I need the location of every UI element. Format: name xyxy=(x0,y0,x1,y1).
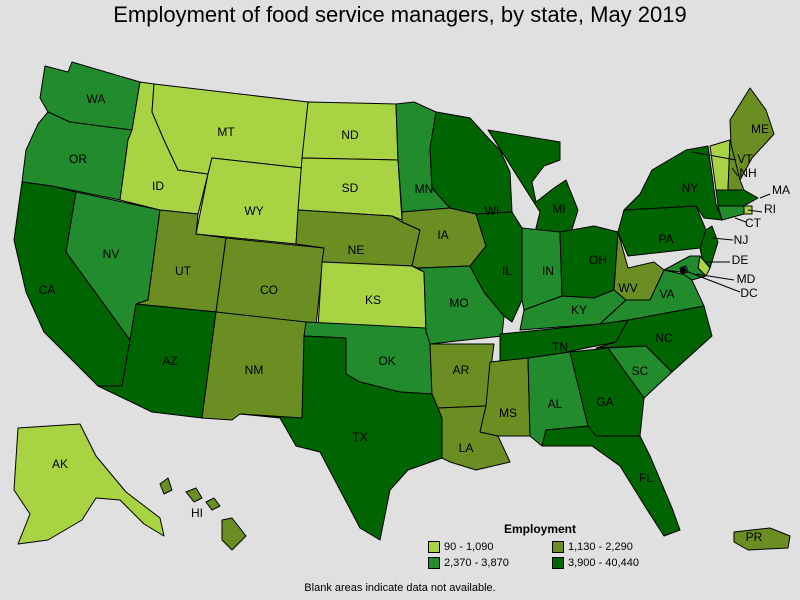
legend-item-4: 3,900 - 40,440 xyxy=(552,556,639,570)
state-label-ri: RI xyxy=(764,202,776,216)
state-label-ma: MA xyxy=(772,183,790,197)
legend-title: Employment xyxy=(504,522,577,536)
legend-swatch-3 xyxy=(428,557,440,570)
legend-label-2: 1,130 - 2,290 xyxy=(568,541,633,553)
state-nc xyxy=(595,305,713,373)
leader-line xyxy=(747,209,763,213)
state-label-pr: PR xyxy=(746,530,763,544)
legend-item-3: 2,370 - 3,870 xyxy=(428,556,509,570)
state-label-md: MD xyxy=(737,272,756,286)
leader-line xyxy=(759,193,771,199)
state-ny xyxy=(623,145,723,221)
state-label-mi: MI xyxy=(552,202,565,216)
state-label-wa: WA xyxy=(87,92,106,106)
legend-label-4: 3,900 - 40,440 xyxy=(568,557,639,569)
state-label-ks: KS xyxy=(365,293,381,307)
legend-item-2: 1,130 - 2,290 xyxy=(552,540,633,554)
state-label-sc: SC xyxy=(632,364,649,378)
state-tx xyxy=(239,335,443,541)
state-label-vt: VT xyxy=(737,152,753,166)
state-label-hi: HI xyxy=(191,506,203,520)
legend-label-1: 90 - 1,090 xyxy=(444,541,494,553)
state-label-tx: TX xyxy=(352,430,367,444)
state-label-sd: SD xyxy=(342,181,359,195)
state-label-ms: MS xyxy=(499,406,517,420)
state-label-ut: UT xyxy=(175,264,192,278)
state-label-ca: CA xyxy=(39,283,56,297)
state-hi xyxy=(159,477,247,551)
state-wy xyxy=(195,157,303,245)
map-title: Employment of food service managers, by … xyxy=(113,2,687,27)
state-label-nh: NH xyxy=(739,166,756,180)
state-label-az: AZ xyxy=(162,354,177,368)
state-label-mo: MO xyxy=(449,296,468,310)
state-label-il: IL xyxy=(502,264,512,278)
leader-line xyxy=(731,167,739,177)
leader-line xyxy=(734,217,747,223)
state-sd xyxy=(297,157,403,221)
state-label-oh: OH xyxy=(589,253,607,267)
state-label-nc: NC xyxy=(655,331,673,345)
state-label-nd: ND xyxy=(341,128,359,142)
state-label-id: ID xyxy=(152,179,164,193)
state-il xyxy=(469,211,523,323)
state-label-me: ME xyxy=(751,122,769,136)
state-label-al: AL xyxy=(548,397,563,411)
leader-line xyxy=(695,273,735,281)
state-wi xyxy=(429,111,513,215)
state-pr xyxy=(733,527,791,551)
state-label-in: IN xyxy=(542,264,554,278)
state-label-tn: TN xyxy=(552,340,568,354)
legend-swatch-4 xyxy=(552,557,564,570)
state-label-wy: WY xyxy=(244,204,263,218)
state-label-de: DE xyxy=(732,253,749,267)
legend-swatch-2 xyxy=(552,541,564,554)
legend-item-1: 90 - 1,090 xyxy=(428,540,494,554)
state-co xyxy=(215,237,325,327)
state-label-ct: CT xyxy=(745,216,762,230)
state-label-or: OR xyxy=(69,152,87,166)
data-note: Blank areas indicate data not available. xyxy=(304,582,496,594)
state-label-ky: KY xyxy=(571,303,587,317)
state-label-nm: NM xyxy=(245,363,264,377)
state-label-nv: NV xyxy=(103,247,120,261)
state-label-wv: WV xyxy=(618,281,637,295)
state-label-pa: PA xyxy=(658,232,673,246)
leader-line xyxy=(711,237,734,241)
dc-marker xyxy=(680,267,686,273)
state-label-fl: FL xyxy=(639,471,653,485)
state-label-mn: MN xyxy=(415,182,434,196)
state-wv xyxy=(613,231,665,301)
state-ct xyxy=(717,205,745,221)
state-ak xyxy=(13,423,165,545)
state-label-la: LA xyxy=(459,441,474,455)
state-label-ia: IA xyxy=(437,228,448,242)
state-label-ok: OK xyxy=(378,354,395,368)
state-label-mt: MT xyxy=(217,125,235,139)
state-label-ny: NY xyxy=(682,181,699,195)
state-label-co: CO xyxy=(260,283,278,297)
state-ma xyxy=(715,189,759,207)
legend: Employment 90 - 1,090 1,130 - 2,290 2,37… xyxy=(428,520,668,576)
legend-swatch-1 xyxy=(428,541,440,554)
state-label-ak: AK xyxy=(52,457,68,471)
state-fl xyxy=(541,425,681,537)
leader-line xyxy=(691,151,737,161)
leader-line xyxy=(682,269,741,293)
legend-label-3: 2,370 - 3,870 xyxy=(444,557,509,569)
state-label-ga: GA xyxy=(596,395,613,409)
state-label-va: VA xyxy=(659,287,674,301)
state-label-dc: DC xyxy=(740,286,758,300)
state-pa xyxy=(617,205,707,257)
state-label-ar: AR xyxy=(453,363,470,377)
state-label-nj: NJ xyxy=(734,233,749,247)
state-label-ne: NE xyxy=(348,243,365,257)
state-label-wi: WI xyxy=(485,204,500,218)
